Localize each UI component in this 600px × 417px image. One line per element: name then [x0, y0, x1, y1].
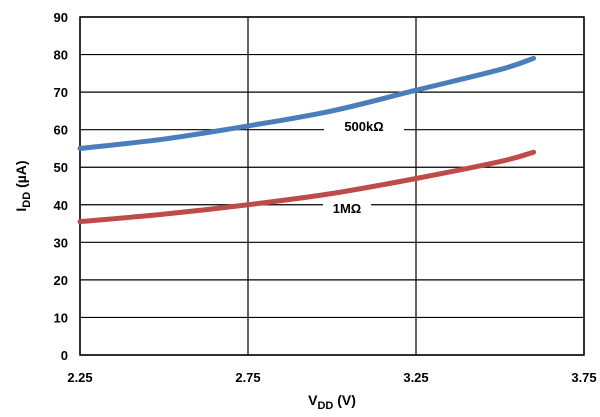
y-tick-labels: 0 10 20 30 40 50 60 70 80 90: [54, 10, 68, 363]
series-label-1m-text: 1MΩ: [333, 201, 361, 216]
series-line-0: [77, 55, 537, 151]
x-tick-labels: 2.25 2.75 3.25 3.75: [67, 370, 596, 385]
series-label-500k-text: 500kΩ: [344, 119, 383, 134]
y-tick-label: 30: [54, 235, 68, 250]
y-tick-label: 70: [54, 85, 68, 100]
y-tick-label: 50: [54, 160, 68, 175]
series-label-1m-bg: [323, 198, 371, 218]
x-tick-label: 3.75: [571, 370, 596, 385]
x-tick-label: 2.25: [67, 370, 92, 385]
series-line-1: [77, 149, 537, 225]
series-label-500k: 500kΩ: [324, 116, 404, 136]
y-tick-label: 10: [54, 310, 68, 325]
y-tick-label: 40: [54, 198, 68, 213]
x-tick-label: 2.75: [235, 370, 260, 385]
series-layer: [77, 55, 537, 225]
series-label-500k-bg: [324, 116, 404, 136]
plot-border: [79, 16, 585, 356]
y-tick-label: 60: [54, 123, 68, 138]
y-tick-label: 0: [61, 348, 68, 363]
y-tick-label: 90: [54, 10, 68, 25]
plot-area: [80, 17, 584, 355]
series-label-1m: 1MΩ: [323, 198, 371, 218]
y-tick-label: 80: [54, 48, 68, 63]
y-tick-label: 20: [54, 273, 68, 288]
x-axis-title: VDD (V): [308, 392, 356, 412]
x-tick-label: 3.25: [403, 370, 428, 385]
y-axis-title: IDD (µA): [13, 160, 33, 211]
